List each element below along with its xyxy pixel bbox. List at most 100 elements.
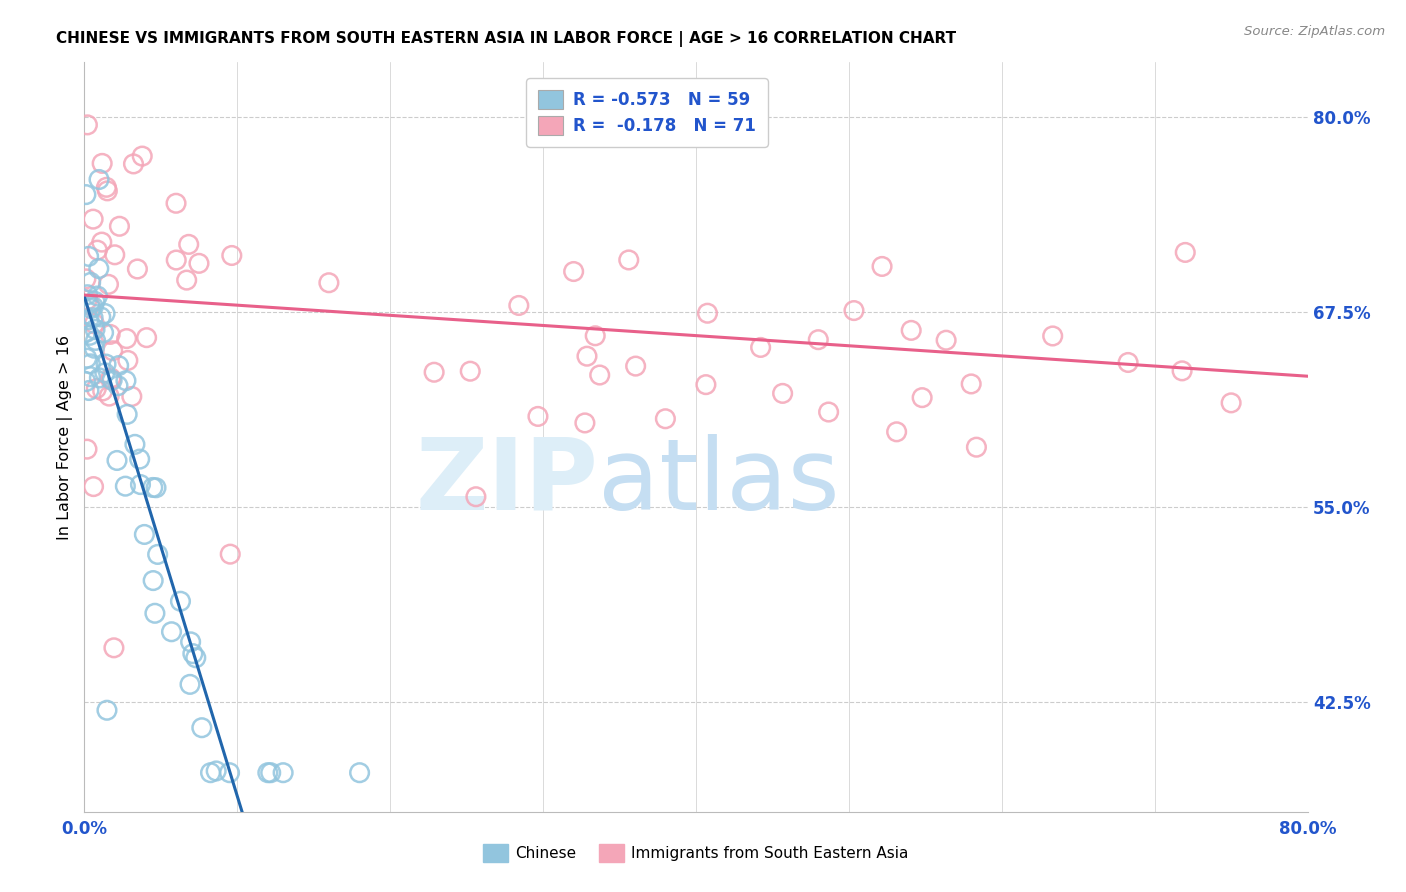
Point bbox=[134, 527, 156, 541]
Point bbox=[84, 382, 107, 396]
Point bbox=[318, 276, 340, 290]
Point bbox=[145, 481, 167, 495]
Point bbox=[772, 386, 794, 401]
Y-axis label: In Labor Force | Age > 16: In Labor Force | Age > 16 bbox=[58, 334, 73, 540]
Point bbox=[117, 353, 139, 368]
Text: ZIP: ZIP bbox=[415, 434, 598, 531]
Point bbox=[205, 764, 228, 778]
Text: Source: ZipAtlas.com: Source: ZipAtlas.com bbox=[1244, 25, 1385, 38]
Point bbox=[91, 156, 114, 170]
Point bbox=[176, 273, 198, 287]
Point bbox=[807, 333, 830, 347]
Point bbox=[77, 249, 100, 263]
Point bbox=[1220, 396, 1243, 410]
Point bbox=[911, 391, 934, 405]
Point bbox=[122, 157, 145, 171]
Point bbox=[75, 187, 97, 202]
Point bbox=[96, 703, 118, 717]
Point bbox=[104, 248, 127, 262]
Point bbox=[135, 331, 157, 345]
Point bbox=[127, 262, 149, 277]
Point bbox=[86, 289, 108, 303]
Point bbox=[143, 607, 166, 621]
Point bbox=[94, 307, 117, 321]
Point bbox=[79, 328, 101, 343]
Point bbox=[574, 416, 596, 430]
Point bbox=[93, 326, 115, 340]
Point bbox=[271, 765, 294, 780]
Point bbox=[575, 349, 598, 363]
Point bbox=[107, 378, 129, 392]
Point bbox=[160, 624, 183, 639]
Point bbox=[115, 374, 138, 388]
Point bbox=[76, 351, 98, 366]
Point bbox=[79, 298, 101, 312]
Point bbox=[103, 640, 125, 655]
Point bbox=[965, 440, 987, 454]
Point bbox=[870, 260, 893, 274]
Point bbox=[90, 310, 112, 324]
Point bbox=[84, 334, 107, 348]
Point bbox=[105, 453, 128, 467]
Point bbox=[142, 574, 165, 588]
Point bbox=[169, 594, 191, 608]
Point bbox=[1042, 329, 1064, 343]
Point bbox=[960, 376, 983, 391]
Point bbox=[84, 322, 107, 336]
Point bbox=[423, 365, 446, 379]
Point bbox=[218, 765, 240, 780]
Point bbox=[115, 408, 138, 422]
Point bbox=[107, 359, 129, 373]
Point bbox=[177, 237, 200, 252]
Point bbox=[87, 172, 110, 186]
Point bbox=[654, 411, 676, 425]
Point bbox=[98, 389, 121, 403]
Point bbox=[257, 765, 280, 780]
Point bbox=[617, 252, 640, 267]
Point bbox=[80, 301, 103, 316]
Point bbox=[935, 333, 957, 347]
Point bbox=[75, 326, 97, 340]
Point bbox=[508, 298, 530, 312]
Text: atlas: atlas bbox=[598, 434, 839, 531]
Point bbox=[349, 765, 371, 780]
Point bbox=[83, 480, 105, 494]
Point bbox=[624, 359, 647, 373]
Point bbox=[87, 261, 110, 276]
Point bbox=[142, 480, 165, 494]
Point bbox=[98, 327, 121, 342]
Point bbox=[76, 293, 98, 307]
Point bbox=[75, 375, 97, 389]
Point bbox=[76, 287, 98, 301]
Point bbox=[84, 294, 107, 309]
Point bbox=[562, 264, 585, 278]
Point bbox=[75, 272, 97, 286]
Point bbox=[464, 490, 486, 504]
Point bbox=[219, 547, 242, 561]
Point bbox=[458, 364, 481, 378]
Point bbox=[180, 635, 202, 649]
Point bbox=[886, 425, 908, 439]
Point bbox=[77, 384, 100, 398]
Point bbox=[165, 253, 187, 268]
Legend: Chinese, Immigrants from South Eastern Asia: Chinese, Immigrants from South Eastern A… bbox=[477, 838, 915, 868]
Point bbox=[97, 277, 120, 292]
Point bbox=[82, 300, 104, 314]
Point bbox=[83, 341, 105, 355]
Point bbox=[842, 303, 865, 318]
Point bbox=[900, 323, 922, 337]
Point bbox=[94, 366, 117, 380]
Point bbox=[108, 219, 131, 234]
Point bbox=[96, 180, 118, 194]
Point bbox=[83, 317, 105, 331]
Point bbox=[817, 405, 839, 419]
Point bbox=[200, 765, 222, 780]
Point bbox=[146, 548, 169, 562]
Point bbox=[696, 306, 718, 320]
Point bbox=[96, 184, 118, 198]
Point bbox=[115, 332, 138, 346]
Point bbox=[124, 437, 146, 451]
Point bbox=[260, 765, 283, 780]
Point bbox=[100, 371, 122, 385]
Point bbox=[101, 343, 124, 358]
